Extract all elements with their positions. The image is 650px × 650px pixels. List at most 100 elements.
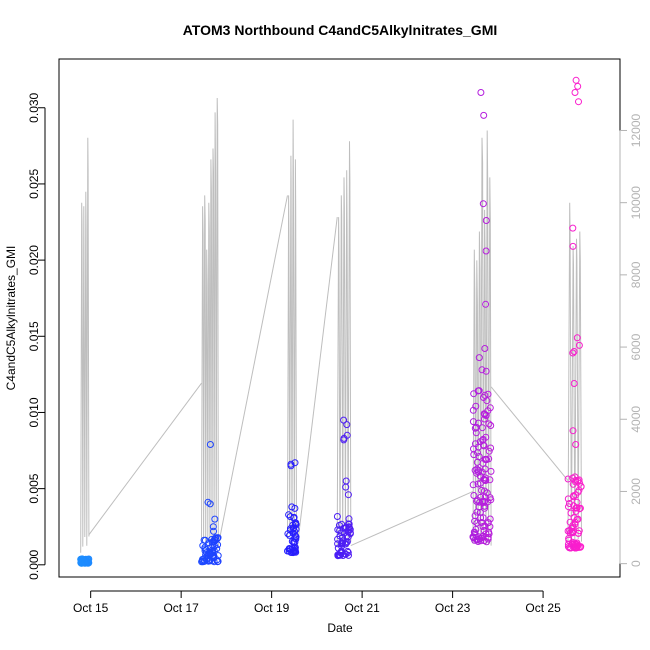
data-point xyxy=(287,462,295,470)
data-point xyxy=(286,531,293,539)
data-point xyxy=(475,453,483,460)
y-tick-label: 0.010 xyxy=(27,397,41,427)
data-point xyxy=(337,547,345,555)
data-point xyxy=(204,498,212,506)
data-point xyxy=(483,397,491,405)
data-point xyxy=(471,529,479,537)
data-point xyxy=(564,540,572,548)
data-point xyxy=(469,533,477,541)
x-axis-label: Date xyxy=(327,621,353,635)
data-point xyxy=(291,528,299,535)
chart-title: ATOM3 Northbound C4andC5Alkylnitrates_GM… xyxy=(183,22,498,38)
data-point xyxy=(290,539,298,547)
altitude-trace xyxy=(80,97,582,553)
data-points xyxy=(77,76,585,567)
y2-tick-label: 10000 xyxy=(629,186,643,220)
data-point xyxy=(479,459,487,467)
data-point xyxy=(211,515,219,523)
altitude-transit-line xyxy=(217,195,288,546)
data-point xyxy=(80,557,88,565)
y-tick-label: 0.015 xyxy=(27,321,41,351)
data-point xyxy=(572,543,580,551)
data-point xyxy=(290,524,298,532)
data-point xyxy=(291,538,299,546)
x-tick-label: Oct 17 xyxy=(163,601,199,615)
y2-tick-label: 2000 xyxy=(629,478,643,505)
altitude-profile-line xyxy=(80,137,90,553)
data-point xyxy=(482,476,490,484)
data-point xyxy=(344,491,352,499)
altitude-transit-line xyxy=(296,217,338,553)
data-point xyxy=(485,420,493,428)
data-point xyxy=(477,493,485,501)
data-point xyxy=(486,476,494,484)
data-point xyxy=(200,557,208,565)
data-point xyxy=(344,533,352,541)
data-point xyxy=(290,513,298,521)
data-point xyxy=(570,348,578,355)
data-point xyxy=(481,498,488,506)
altitude-profile-line xyxy=(287,119,297,550)
data-point xyxy=(480,442,488,450)
data-point xyxy=(342,483,350,491)
y-axis-label: C4andC5Alkylnitrates_GMI xyxy=(4,246,18,391)
data-point xyxy=(475,354,483,362)
data-point xyxy=(486,515,494,523)
data-point xyxy=(577,483,585,490)
data-point xyxy=(478,486,486,494)
data-point xyxy=(564,495,572,503)
data-point xyxy=(480,111,488,119)
data-point xyxy=(340,436,348,444)
data-point xyxy=(291,546,299,554)
data-point xyxy=(574,488,582,496)
data-point xyxy=(473,449,481,457)
y-tick-label: 0.020 xyxy=(27,245,41,275)
data-point xyxy=(482,367,490,375)
data-point xyxy=(79,558,87,566)
data-point xyxy=(472,423,480,431)
data-point xyxy=(475,419,482,427)
data-point xyxy=(569,224,577,232)
data-point xyxy=(565,500,573,507)
data-point xyxy=(289,529,297,537)
data-point xyxy=(483,538,491,546)
data-point xyxy=(483,456,490,464)
data-point xyxy=(569,242,577,250)
data-point xyxy=(487,444,495,452)
data-point xyxy=(291,520,299,528)
data-point xyxy=(569,427,577,435)
data-point xyxy=(571,518,579,526)
data-point xyxy=(573,334,581,342)
data-point xyxy=(204,557,212,565)
data-point xyxy=(486,404,494,412)
data-point xyxy=(198,558,206,566)
altitude-profile-line xyxy=(201,97,219,552)
data-point xyxy=(471,517,479,525)
data-point xyxy=(479,514,487,522)
y2-tick-label: 6000 xyxy=(629,333,643,360)
data-point xyxy=(206,441,214,448)
x-tick-label: Oct 15 xyxy=(73,601,109,615)
data-point xyxy=(476,498,484,506)
data-point xyxy=(482,217,490,224)
data-point xyxy=(485,447,493,455)
data-point xyxy=(336,549,344,557)
y2-tick-label: 4000 xyxy=(629,406,643,433)
data-point xyxy=(471,466,479,474)
data-point xyxy=(575,476,583,484)
data-point xyxy=(476,508,484,516)
data-point xyxy=(481,493,489,501)
data-point xyxy=(567,509,575,517)
axes: Oct 15 Oct 17 Oct 19 Oct 21 Oct 23 Oct 25 0.00… xyxy=(27,92,643,614)
data-point xyxy=(214,534,221,542)
data-point xyxy=(569,349,577,357)
data-point xyxy=(474,538,482,545)
data-point xyxy=(477,89,485,96)
altitude-profile-line xyxy=(472,130,492,546)
data-point xyxy=(480,415,488,423)
data-point xyxy=(572,76,580,84)
data-point xyxy=(481,345,489,352)
data-point xyxy=(292,548,300,556)
data-point xyxy=(482,412,490,419)
data-point xyxy=(333,513,341,520)
